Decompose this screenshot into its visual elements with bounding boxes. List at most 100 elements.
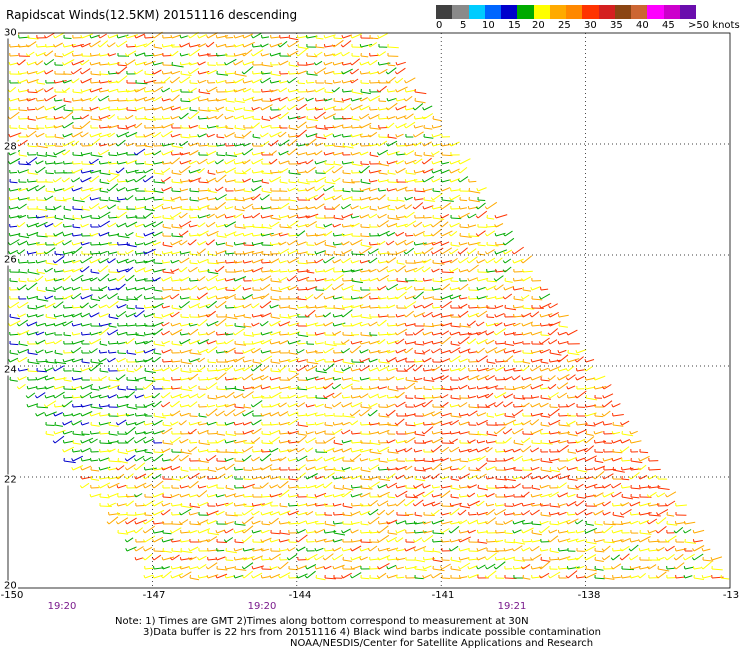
wind-barb <box>99 220 110 228</box>
wind-barb-tick <box>18 340 20 345</box>
wind-barb-tick <box>161 188 164 192</box>
wind-barb-tick <box>269 332 272 336</box>
wind-barb-tick <box>134 224 137 228</box>
wind-barb <box>135 43 148 48</box>
wind-barb-tick <box>45 124 47 129</box>
wind-barb-tick <box>106 260 110 264</box>
wind-barb-tick <box>386 187 389 192</box>
wind-barb-tick <box>152 305 155 309</box>
wind-barb <box>504 258 512 264</box>
wind-barb <box>522 270 533 273</box>
wind-barb-tick <box>421 404 425 408</box>
wind-barb-tick <box>395 89 398 93</box>
wind-barb <box>162 322 170 327</box>
wind-barb <box>306 73 318 76</box>
wind-barb <box>153 419 163 426</box>
wind-barb <box>225 72 236 75</box>
wind-barb <box>18 214 27 219</box>
wind-barb <box>54 116 63 120</box>
wind-barb <box>477 374 490 381</box>
wind-barb-tick <box>250 53 254 57</box>
wind-barb-tick <box>215 367 218 372</box>
wind-barb-tick <box>251 277 254 282</box>
wind-barb <box>99 294 108 300</box>
wind-barb <box>477 253 486 256</box>
wind-barb-tick <box>269 395 272 399</box>
wind-barb <box>522 383 532 390</box>
wind-barb <box>180 377 193 381</box>
wind-barb-tick <box>539 305 542 309</box>
wind-barb-tick <box>250 125 254 129</box>
wind-barb-tick <box>395 233 398 237</box>
wind-barb <box>405 89 416 93</box>
wind-barb-tick <box>215 223 218 228</box>
wind-barb-tick <box>395 251 398 255</box>
wind-barb-tick <box>17 377 20 381</box>
wind-barb-tick <box>341 386 344 390</box>
wind-barb-tick <box>297 169 299 174</box>
wind-barb-tick <box>214 161 218 165</box>
wind-barb <box>261 125 271 129</box>
wind-barb-tick <box>80 413 83 417</box>
wind-barb-tick <box>70 296 74 300</box>
wind-barb <box>513 350 522 354</box>
wind-barb <box>243 130 252 138</box>
wind-barb <box>459 283 469 291</box>
wind-barb-tick <box>520 296 524 300</box>
wind-barb-tick <box>386 331 389 336</box>
wind-barb-tick <box>359 376 362 381</box>
wind-barb <box>63 59 75 66</box>
wind-barb-tick <box>350 143 353 147</box>
wind-barb-tick <box>305 134 308 138</box>
wind-barb <box>9 62 19 66</box>
wind-barb <box>243 260 252 264</box>
wind-barb-tick <box>269 116 272 120</box>
wind-barb <box>414 100 426 104</box>
wind-barb <box>81 333 91 336</box>
wind-barb-tick <box>286 242 290 246</box>
wind-barb <box>432 240 442 246</box>
wind-barb <box>54 125 63 129</box>
wind-barb-tick <box>466 251 470 255</box>
wind-barb <box>360 349 369 354</box>
wind-barb <box>423 258 432 264</box>
wind-barb <box>459 226 469 229</box>
wind-barb <box>126 391 136 399</box>
wind-barb <box>18 249 26 255</box>
wind-barb-tick <box>179 376 182 381</box>
wind-barb-tick <box>152 242 155 246</box>
wind-barb <box>270 411 280 417</box>
wind-barb <box>459 336 470 345</box>
wind-barb <box>495 327 506 336</box>
wind-barb-tick <box>71 322 74 327</box>
wind-barb <box>576 349 587 354</box>
wind-barb <box>189 262 198 265</box>
wind-barb-tick <box>106 224 110 228</box>
wind-barb-tick <box>341 61 344 66</box>
wind-barb-tick <box>385 260 389 264</box>
wind-barb <box>27 307 37 310</box>
wind-barb-tick <box>98 88 101 93</box>
scale-label-30: 30 <box>584 20 597 31</box>
wind-barb <box>279 202 290 210</box>
wind-barb <box>54 385 64 390</box>
wind-barb <box>153 352 162 355</box>
wind-barb-tick <box>331 395 335 399</box>
wind-barb-tick <box>117 196 119 201</box>
wind-barb-tick <box>179 331 182 336</box>
wind-barb <box>225 198 238 201</box>
wind-barb-tick <box>538 296 542 300</box>
wind-barb-tick <box>206 134 209 138</box>
wind-barb-tick <box>422 170 425 174</box>
wind-barb-tick <box>16 224 20 228</box>
wind-barb <box>216 410 225 417</box>
wind-barb <box>36 154 47 157</box>
wind-barb <box>324 98 333 102</box>
wind-barb <box>180 404 190 408</box>
wind-barb-tick <box>269 179 272 183</box>
wind-barb-tick <box>152 61 155 66</box>
wind-barb-tick <box>215 251 218 255</box>
wind-barb <box>144 60 156 66</box>
wind-barb <box>360 341 370 345</box>
wind-barb-tick <box>547 332 551 336</box>
